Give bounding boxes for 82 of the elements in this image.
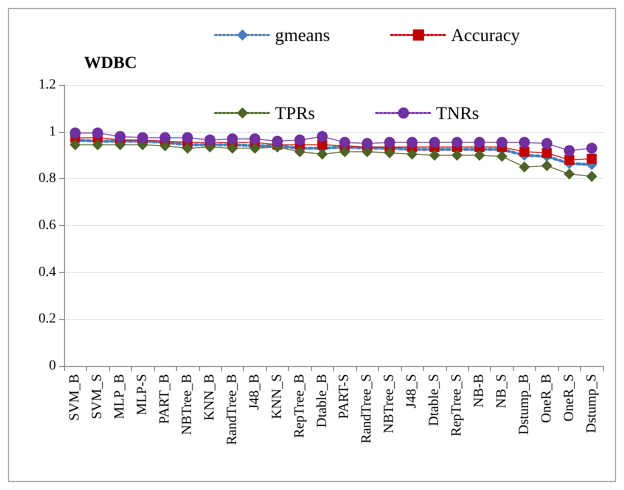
x-tick-label: PART_B — [158, 374, 173, 424]
point — [406, 136, 418, 148]
y-tick-label: 0.6 — [38, 218, 56, 233]
point — [316, 148, 328, 160]
x-tick-label: OneR_B — [539, 374, 554, 423]
point — [114, 131, 126, 142]
x-tick-label: Dtable_B — [314, 374, 330, 428]
point — [226, 142, 238, 154]
point — [316, 131, 328, 142]
point — [339, 146, 350, 158]
point — [339, 136, 350, 148]
legend-label: TPRs — [275, 103, 316, 123]
point — [452, 150, 463, 161]
x-tick-label: Dstump_B — [516, 374, 532, 435]
point — [474, 150, 485, 161]
point — [496, 150, 508, 162]
point — [518, 136, 530, 148]
x-tick-label: J48_S — [404, 374, 420, 408]
point — [294, 146, 306, 158]
x-tick-label: RandTree_B — [224, 374, 240, 446]
point — [272, 136, 283, 147]
x-tick-label: RandTree_S — [360, 374, 375, 444]
x-tick-label: NB-B — [472, 374, 487, 408]
x-tick-label: Dstump_S — [584, 374, 600, 434]
x-tick-label: KNN_S — [270, 374, 285, 420]
point — [406, 148, 418, 160]
point — [362, 138, 373, 150]
point — [541, 160, 552, 172]
y-tick-label: 0.4 — [38, 264, 56, 280]
point — [564, 154, 574, 165]
y-tick-label: 1 — [49, 124, 56, 140]
point — [226, 133, 238, 144]
point — [564, 168, 575, 180]
x-tick-label: RepTree_B — [292, 374, 308, 438]
point — [384, 136, 396, 148]
point — [249, 142, 260, 154]
legend-label: gmeans — [275, 25, 330, 45]
x-tick-label: NBTree_S — [382, 374, 398, 434]
point — [384, 147, 396, 158]
point — [182, 142, 194, 154]
point — [204, 134, 216, 146]
x-tick-label: MLP_B — [112, 374, 128, 420]
x-tick-label: SVM_B — [68, 374, 83, 421]
point — [474, 136, 485, 148]
point — [586, 170, 598, 182]
x-tick-label: PART-S — [337, 374, 352, 419]
point — [496, 136, 508, 148]
point — [542, 148, 552, 158]
x-tick-label: J48_B — [247, 374, 262, 410]
point — [70, 128, 81, 138]
y-tick-label: 0.8 — [38, 171, 56, 186]
point — [92, 139, 104, 150]
point — [564, 145, 575, 156]
point — [519, 146, 530, 157]
legend-label: Accuracy — [450, 25, 520, 45]
x-tick-label: NB_S — [494, 374, 510, 408]
legend-label: TNRs — [436, 103, 480, 123]
y-tick-label: 1.2 — [38, 78, 56, 92]
point — [429, 136, 440, 148]
point — [429, 150, 440, 161]
point — [182, 132, 194, 144]
point — [586, 154, 597, 164]
point — [518, 161, 530, 172]
x-tick-label: MLP-S — [135, 374, 150, 416]
x-tick-label: NBTree_B — [180, 374, 196, 435]
point — [586, 142, 598, 154]
point — [541, 138, 552, 150]
point — [92, 128, 104, 138]
chart-title: WDBC — [84, 53, 137, 72]
y-tick-label: 0.2 — [38, 312, 56, 327]
point — [249, 133, 260, 144]
point — [294, 134, 306, 146]
point — [452, 136, 463, 148]
point — [70, 139, 81, 150]
y-tick-label: 0 — [49, 358, 56, 374]
x-tick-label: SVM_S — [90, 374, 106, 420]
x-tick-label: RepTree_S — [450, 374, 465, 436]
x-tick-label: OneR_S — [562, 374, 577, 422]
x-tick-label: KNN_B — [202, 374, 218, 421]
point — [160, 132, 171, 144]
point — [137, 132, 148, 144]
x-tick-label: Dtable_S — [427, 374, 442, 426]
